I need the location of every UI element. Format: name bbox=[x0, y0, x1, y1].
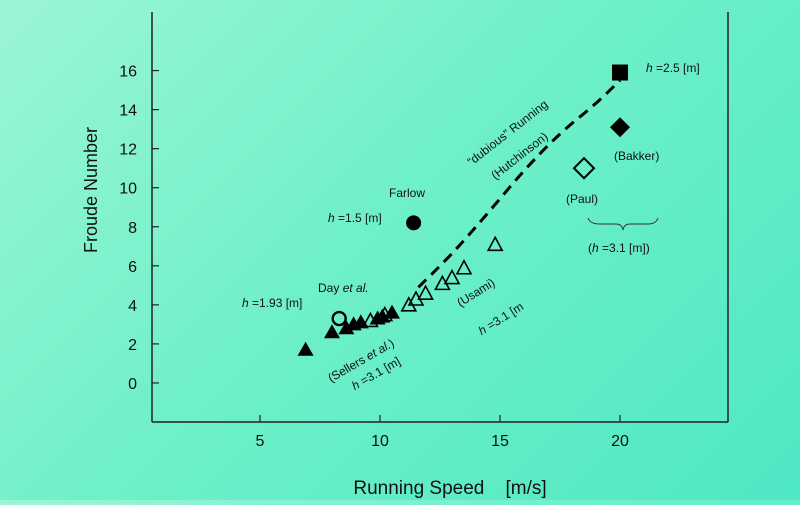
paul-label: (Paul) bbox=[566, 192, 598, 206]
y-axis-label: Froude Number bbox=[81, 127, 101, 253]
open-triangle-point bbox=[443, 268, 461, 285]
open-triangle-point bbox=[455, 259, 473, 275]
open-triangle-point bbox=[486, 235, 504, 252]
y-tick-label: 14 bbox=[119, 103, 137, 120]
open-triangle-point bbox=[362, 311, 379, 328]
group-brace bbox=[587, 217, 659, 231]
farlow-label: Farlow bbox=[389, 186, 425, 200]
plot-frame bbox=[151, 12, 729, 423]
open-triangle-point bbox=[417, 284, 434, 300]
y-tick-label: 0 bbox=[128, 376, 137, 393]
open-diamond-point bbox=[572, 156, 596, 180]
y-tick-label: 10 bbox=[119, 181, 137, 198]
h-2.5-label: h =2.5 [m] bbox=[646, 61, 700, 75]
hutchinson-dashed-curve bbox=[417, 79, 622, 289]
h-1.93-label: h =1.93 [m] bbox=[242, 296, 302, 310]
hutchinson-curve-group bbox=[417, 79, 622, 289]
filled-triangle-point bbox=[338, 320, 355, 335]
day-label: Day et al. bbox=[318, 281, 369, 295]
filled-diamond-point bbox=[610, 117, 630, 138]
x-tick-label: 15 bbox=[491, 433, 509, 450]
open-triangle-point bbox=[376, 305, 394, 322]
filled-triangle-point bbox=[297, 341, 314, 356]
x-tick-label: 20 bbox=[611, 433, 629, 450]
y-tick-label: 6 bbox=[128, 259, 137, 276]
h-3.1-usami-label: h =3.1 [m bbox=[476, 299, 526, 338]
h-1.5-label: h =1.5 [m] bbox=[328, 211, 382, 225]
x-axis-label: Running Speed [m/s] bbox=[353, 478, 546, 499]
y-tick-label: 12 bbox=[119, 142, 137, 159]
x-tick-label: 5 bbox=[256, 433, 265, 450]
axis-ticks: 5 10 15 20 0 2 4 6 8 10 12 14 16 bbox=[119, 64, 629, 450]
y-tick-label: 2 bbox=[128, 337, 137, 354]
bakker-label: (Bakker) bbox=[614, 149, 659, 163]
filled-triangle-point bbox=[324, 324, 340, 339]
filled-square-point bbox=[612, 64, 628, 81]
y-tick-label: 4 bbox=[128, 298, 137, 315]
open-circle-point bbox=[331, 310, 347, 327]
x-tick-label: 10 bbox=[371, 433, 389, 450]
data-points bbox=[297, 64, 630, 356]
usami-label: (Usami) bbox=[454, 276, 497, 310]
y-tick-label: 8 bbox=[128, 220, 137, 237]
y-tick-label: 16 bbox=[119, 64, 137, 81]
filled-circle-point bbox=[406, 215, 422, 231]
h-3.1-group-label: (h =3.1 [m]) bbox=[588, 241, 650, 255]
